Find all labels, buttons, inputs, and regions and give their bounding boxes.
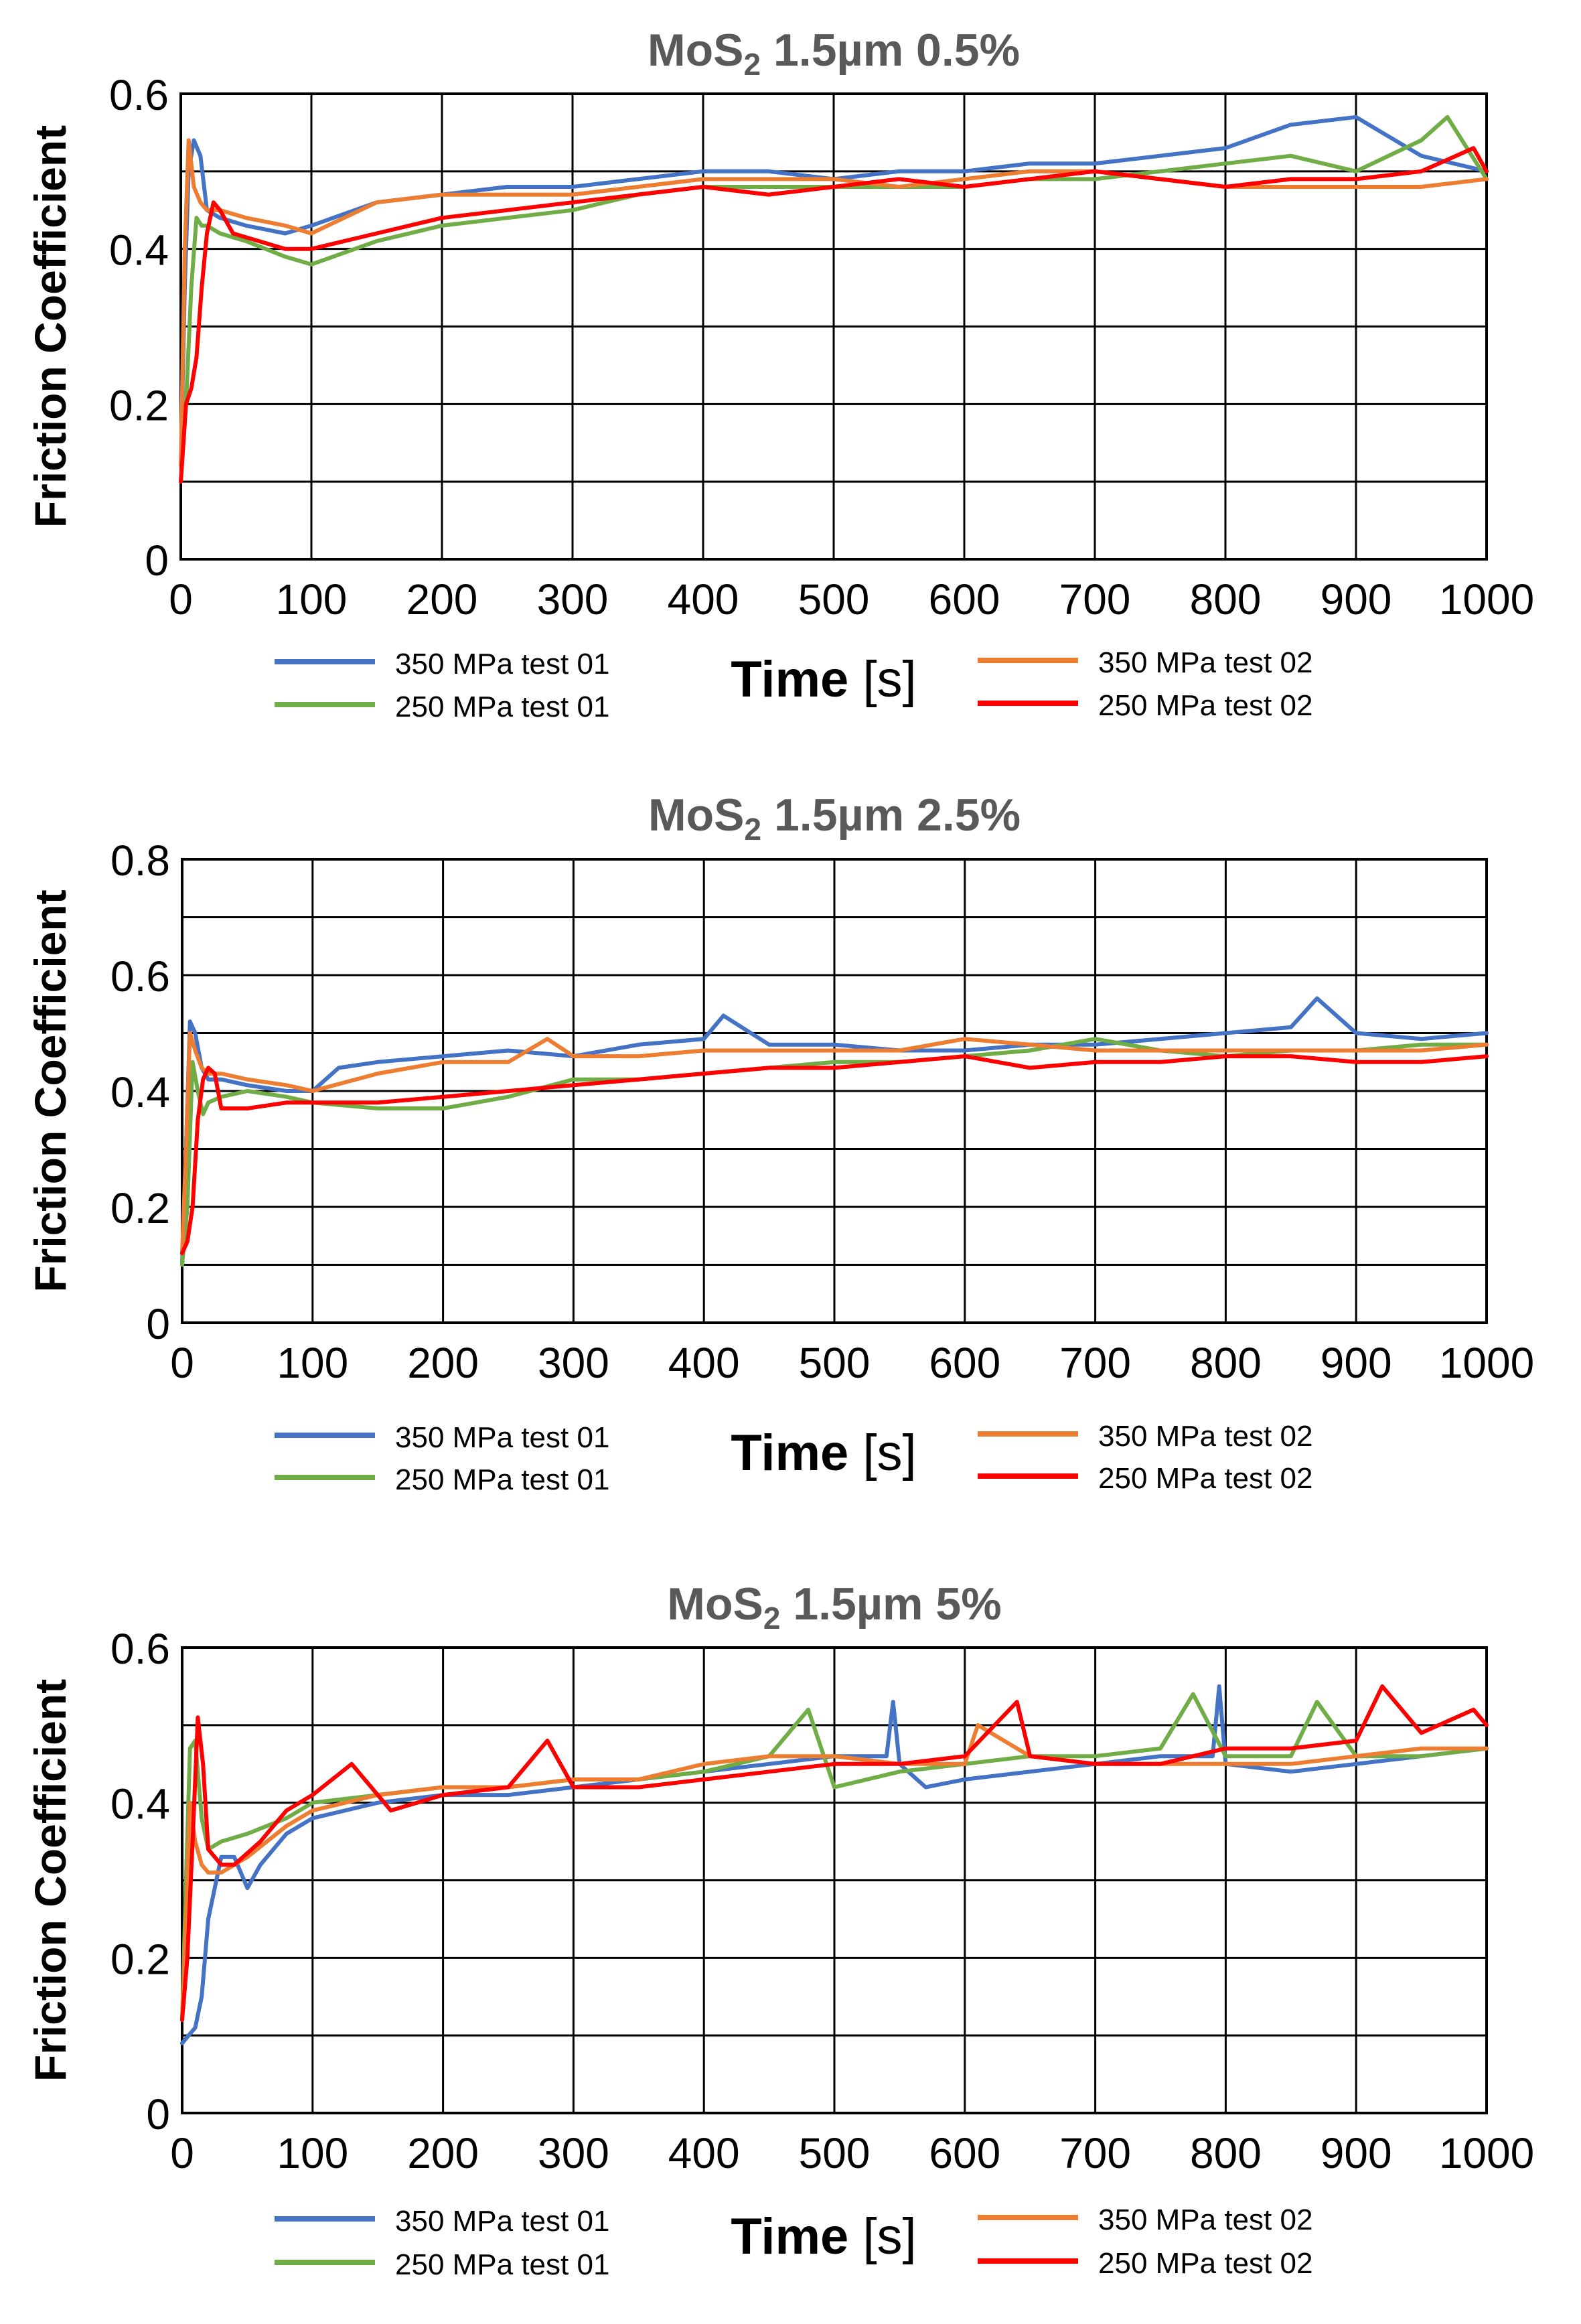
series-line-s350_02	[180, 1723, 1489, 2022]
legend-label: 350 MPa test 02	[1098, 2203, 1312, 2236]
x-tick-label: 800	[1190, 2129, 1262, 2177]
legend-label: 350 MPa test 01	[395, 1421, 609, 1454]
y-tick-label: 0.2	[110, 1184, 170, 1232]
y-tick-label: 0	[146, 1300, 170, 1348]
chart-title: MoS2 1.5µm 2.5%	[648, 790, 1021, 847]
x-tick-label: 500	[798, 575, 870, 624]
y-tick-label: 0.2	[110, 1935, 170, 1983]
y-axis-label: Friction Coefficient	[25, 1679, 75, 2082]
series-line-s350_01	[180, 1684, 1489, 2045]
chart-2: MoS2 1.5µm 2.5% Friction Coefficient 0 0.2 0…	[25, 790, 1534, 1496]
series-line-s250_01	[180, 1037, 1489, 1267]
x-tick-label: 600	[929, 575, 1000, 624]
legend-label: 350 MPa test 02	[1098, 646, 1312, 679]
x-tick-label: 300	[537, 575, 609, 624]
y-tick-label: 0.4	[109, 226, 169, 275]
x-tick-label: 700	[1059, 1339, 1131, 1387]
x-tick-label: 200	[407, 2129, 479, 2177]
x-tick-label: 0	[169, 575, 193, 624]
series-line-s250_02	[179, 146, 1489, 484]
y-tick-label: 0.2	[109, 381, 169, 429]
x-tick-label: 900	[1321, 1339, 1392, 1387]
y-tick-label: 0.4	[110, 1780, 170, 1828]
y-tick-label: 0.6	[110, 952, 170, 1001]
y-tick-label: 0.4	[110, 1068, 170, 1116]
x-axis-label: Time [s]	[731, 1425, 916, 1481]
x-tick-label: 0	[170, 2129, 194, 2177]
x-tick-label: 400	[668, 575, 739, 624]
x-tick-label: 700	[1059, 575, 1131, 624]
x-tick-label: 800	[1190, 575, 1262, 624]
x-tick-label: 1000	[1439, 575, 1534, 624]
x-axis-label: Time [s]	[731, 2208, 916, 2265]
legend-label: 350 MPa test 01	[395, 2205, 609, 2238]
y-tick-label: 0.6	[109, 71, 169, 119]
x-tick-label: 800	[1190, 1339, 1262, 1387]
y-tick-label: 0.8	[110, 837, 170, 885]
series-line-s350_01	[179, 115, 1489, 468]
plot-area	[181, 858, 1488, 1324]
x-tick-label: 1000	[1439, 2129, 1534, 2177]
x-tick-label: 900	[1321, 575, 1392, 624]
x-tick-label: 500	[799, 2129, 871, 2177]
x-tick-label: 700	[1059, 2129, 1131, 2177]
x-tick-label: 600	[929, 1339, 1000, 1387]
x-tick-label: 300	[538, 1339, 609, 1387]
legend-label: 250 MPa test 01	[395, 691, 609, 723]
y-axis-label: Friction Coefficient	[25, 889, 75, 1292]
legend-label: 250 MPa test 02	[1098, 689, 1312, 722]
legend-label: 250 MPa test 02	[1098, 2247, 1312, 2280]
x-tick-label: 500	[799, 1339, 871, 1387]
series-line-s350_01	[180, 996, 1489, 1267]
x-tick-label: 400	[668, 2129, 740, 2177]
x-tick-label: 200	[406, 575, 478, 624]
x-tick-label: 100	[277, 2129, 348, 2177]
y-tick-label: 0	[146, 2090, 170, 2138]
x-tick-label: 600	[929, 2129, 1000, 2177]
series-line-s250_02	[180, 1684, 1489, 2022]
series-line-s250_02	[180, 1054, 1489, 1256]
plot-area	[179, 92, 1488, 561]
legend-label: 250 MPa test 02	[1098, 1462, 1312, 1495]
legend-label: 350 MPa test 02	[1098, 1420, 1312, 1453]
x-tick-label: 100	[277, 1339, 348, 1387]
y-axis-label: Friction Coefficient	[25, 125, 75, 528]
x-tick-label: 300	[538, 2129, 609, 2177]
legend-label: 250 MPa test 01	[395, 2248, 609, 2281]
chart-title: MoS2 1.5µm 5%	[667, 1579, 1001, 1636]
legend-label: 350 MPa test 01	[395, 648, 609, 680]
x-tick-label: 0	[170, 1339, 194, 1387]
x-axis-label: Time [s]	[731, 651, 916, 708]
x-tick-label: 200	[407, 1339, 479, 1387]
legend-label: 250 MPa test 01	[395, 1463, 609, 1496]
y-tick-label: 0	[145, 536, 169, 585]
chart-1: MoS2 1.5µm 0.5% Friction Coefficient 0 0.2 0…	[25, 25, 1534, 723]
chart-title: MoS2 1.5µm 0.5%	[648, 25, 1020, 82]
y-tick-label: 0.6	[110, 1625, 170, 1673]
x-tick-label: 100	[276, 575, 348, 624]
x-tick-label: 900	[1321, 2129, 1392, 2177]
x-tick-label: 400	[668, 1339, 740, 1387]
plot-area	[181, 1646, 1488, 2114]
x-tick-label: 1000	[1439, 1339, 1534, 1387]
chart-3: MoS2 1.5µm 5% Friction Coefficient 0 0.2 0.4…	[25, 1579, 1534, 2281]
